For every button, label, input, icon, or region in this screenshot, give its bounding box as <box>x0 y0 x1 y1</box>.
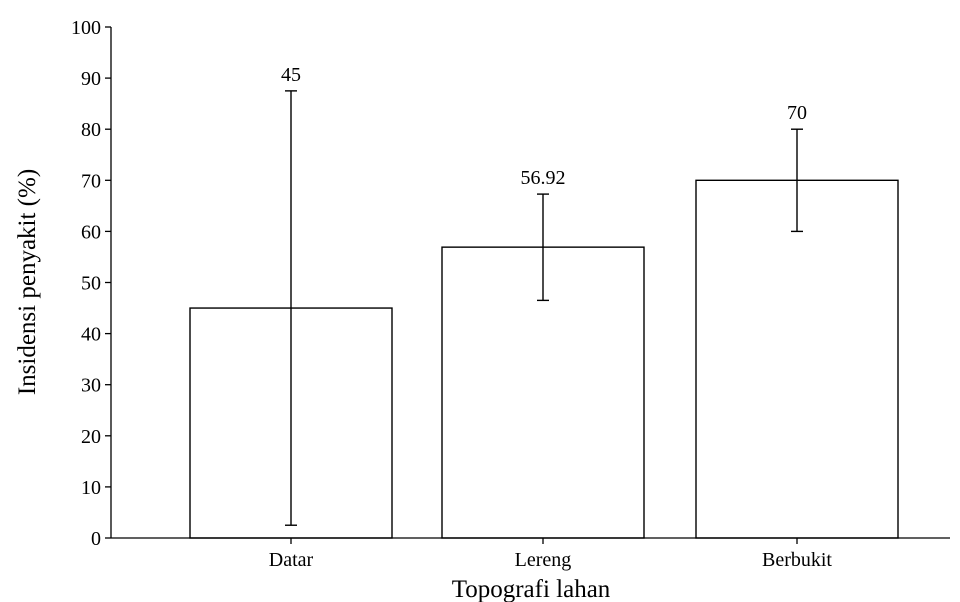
y-axis-title: Insidensi penyakit (%) <box>14 169 41 395</box>
y-tick-label: 30 <box>81 375 101 397</box>
bar-berbukit <box>695 179 899 539</box>
y-tick-label: 80 <box>81 119 101 141</box>
y-tick-label: 0 <box>91 528 101 550</box>
plot-area: 45 56.92 70 <box>189 64 899 539</box>
x-tick-label: Lereng <box>515 549 572 571</box>
y-tick-label: 40 <box>81 324 101 346</box>
y-tick-label: 100 <box>71 17 101 39</box>
y-tick-label: 90 <box>81 68 101 90</box>
y-tick-label: 60 <box>81 221 101 243</box>
data-label: 70 <box>787 102 807 124</box>
y-tick-label: 50 <box>81 273 101 295</box>
axes: 0 10 20 30 40 50 60 70 80 90 100 Datar Lereng Berbuki… <box>71 17 950 571</box>
data-label: 45 <box>281 64 301 86</box>
y-tick-label: 20 <box>81 426 101 448</box>
x-axis-title: Topografi lahan <box>452 576 611 602</box>
x-tick-label: Datar <box>269 549 314 571</box>
y-tick-label: 10 <box>81 477 101 499</box>
y-tick-label: 70 <box>81 170 101 192</box>
data-label: 56.92 <box>521 167 566 189</box>
x-tick-label: Berbukit <box>762 549 832 571</box>
